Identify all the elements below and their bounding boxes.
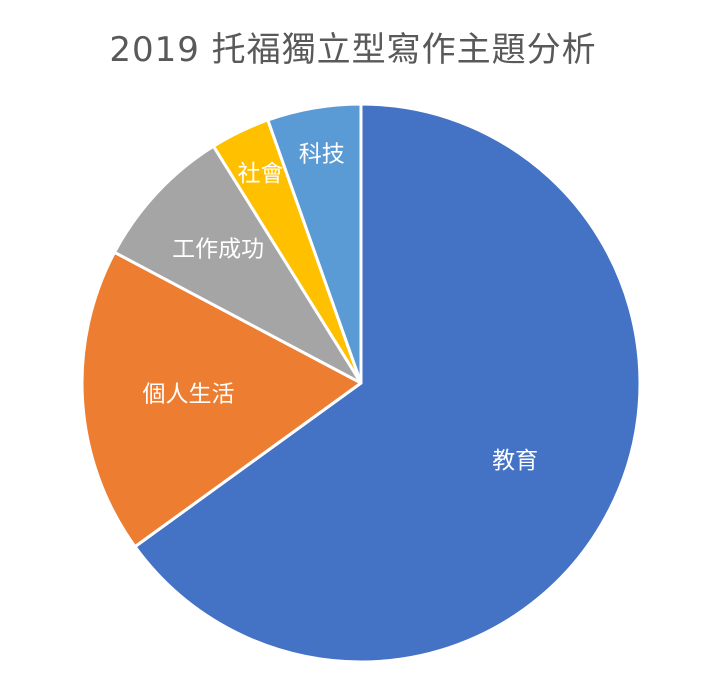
pie-slice-3 xyxy=(113,144,363,385)
chart-title: 2019 托福獨立型寫作主題分析 xyxy=(109,30,597,70)
pie-label-2: 個人生活 xyxy=(142,382,234,408)
pie-slice-2 xyxy=(80,250,363,549)
pie-label-4: 社會 xyxy=(238,161,284,187)
pie-slice-1 xyxy=(133,102,642,664)
pie-label-5: 科技 xyxy=(299,141,345,167)
pie-label-3: 工作成功 xyxy=(172,236,264,262)
pie-slice-5 xyxy=(266,102,363,385)
pie-label-1: 教育 xyxy=(492,448,538,474)
